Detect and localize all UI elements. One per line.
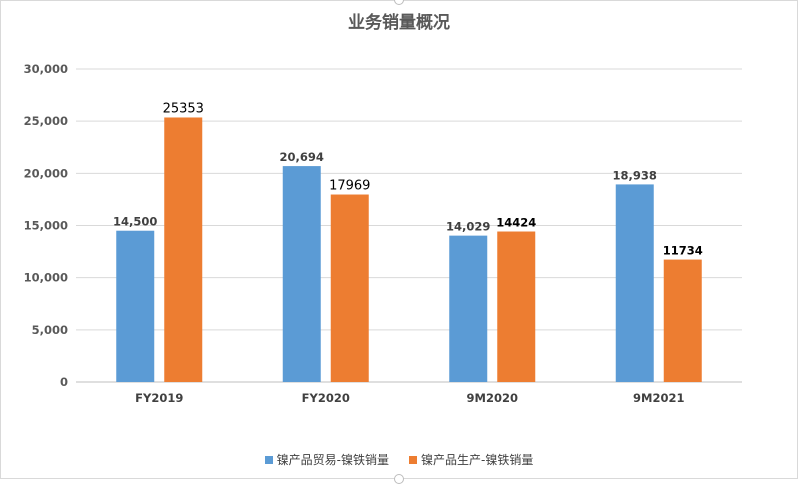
y-tick-label: 0	[60, 375, 68, 389]
y-tick-label: 5,000	[32, 323, 68, 337]
legend-swatch-series-2	[409, 455, 417, 464]
bar-series-2	[164, 117, 203, 382]
data-label: 11734	[663, 244, 703, 258]
data-label: 20,694	[280, 150, 324, 164]
legend-item-series-1: 镍产品贸易-镍铁销量	[264, 451, 389, 468]
x-tick-label: FY2020	[302, 391, 350, 405]
bar-series-2	[663, 259, 702, 382]
y-tick-label: 30,000	[24, 62, 68, 76]
legend-item-series-2: 镍产品生产-镍铁销量	[409, 451, 533, 468]
data-label: 25353	[163, 101, 204, 116]
data-label: 14,029	[446, 220, 490, 234]
bar-series-2	[330, 194, 369, 382]
y-tick-label: 15,000	[24, 219, 68, 233]
chart-title: 业务销量概况	[348, 13, 450, 33]
legend-label-series-1: 镍产品贸易-镍铁销量	[276, 453, 389, 467]
chart-legend: 镍产品贸易-镍铁销量 镍产品生产-镍铁销量	[0, 451, 798, 468]
bar-series-1	[615, 184, 654, 382]
legend-label-series-2: 镍产品生产-镍铁销量	[421, 453, 534, 467]
legend-swatch-series-1	[264, 455, 273, 464]
y-tick-label: 10,000	[24, 271, 68, 285]
y-tick-label: 20,000	[24, 166, 68, 180]
y-tick-label: 25,000	[24, 114, 68, 128]
bar-series-1	[449, 235, 488, 382]
x-tick-label: FY2019	[135, 391, 183, 405]
bar-series-2	[497, 231, 536, 382]
bar-series-1	[282, 166, 321, 382]
x-tick-label: 9M2021	[633, 391, 684, 405]
bar-series-1	[116, 230, 155, 382]
data-label: 14,500	[113, 215, 157, 229]
data-label: 18,938	[613, 168, 657, 182]
data-label: 14424	[496, 216, 536, 230]
data-label: 17969	[329, 179, 370, 194]
x-tick-label: 9M2020	[467, 391, 518, 405]
